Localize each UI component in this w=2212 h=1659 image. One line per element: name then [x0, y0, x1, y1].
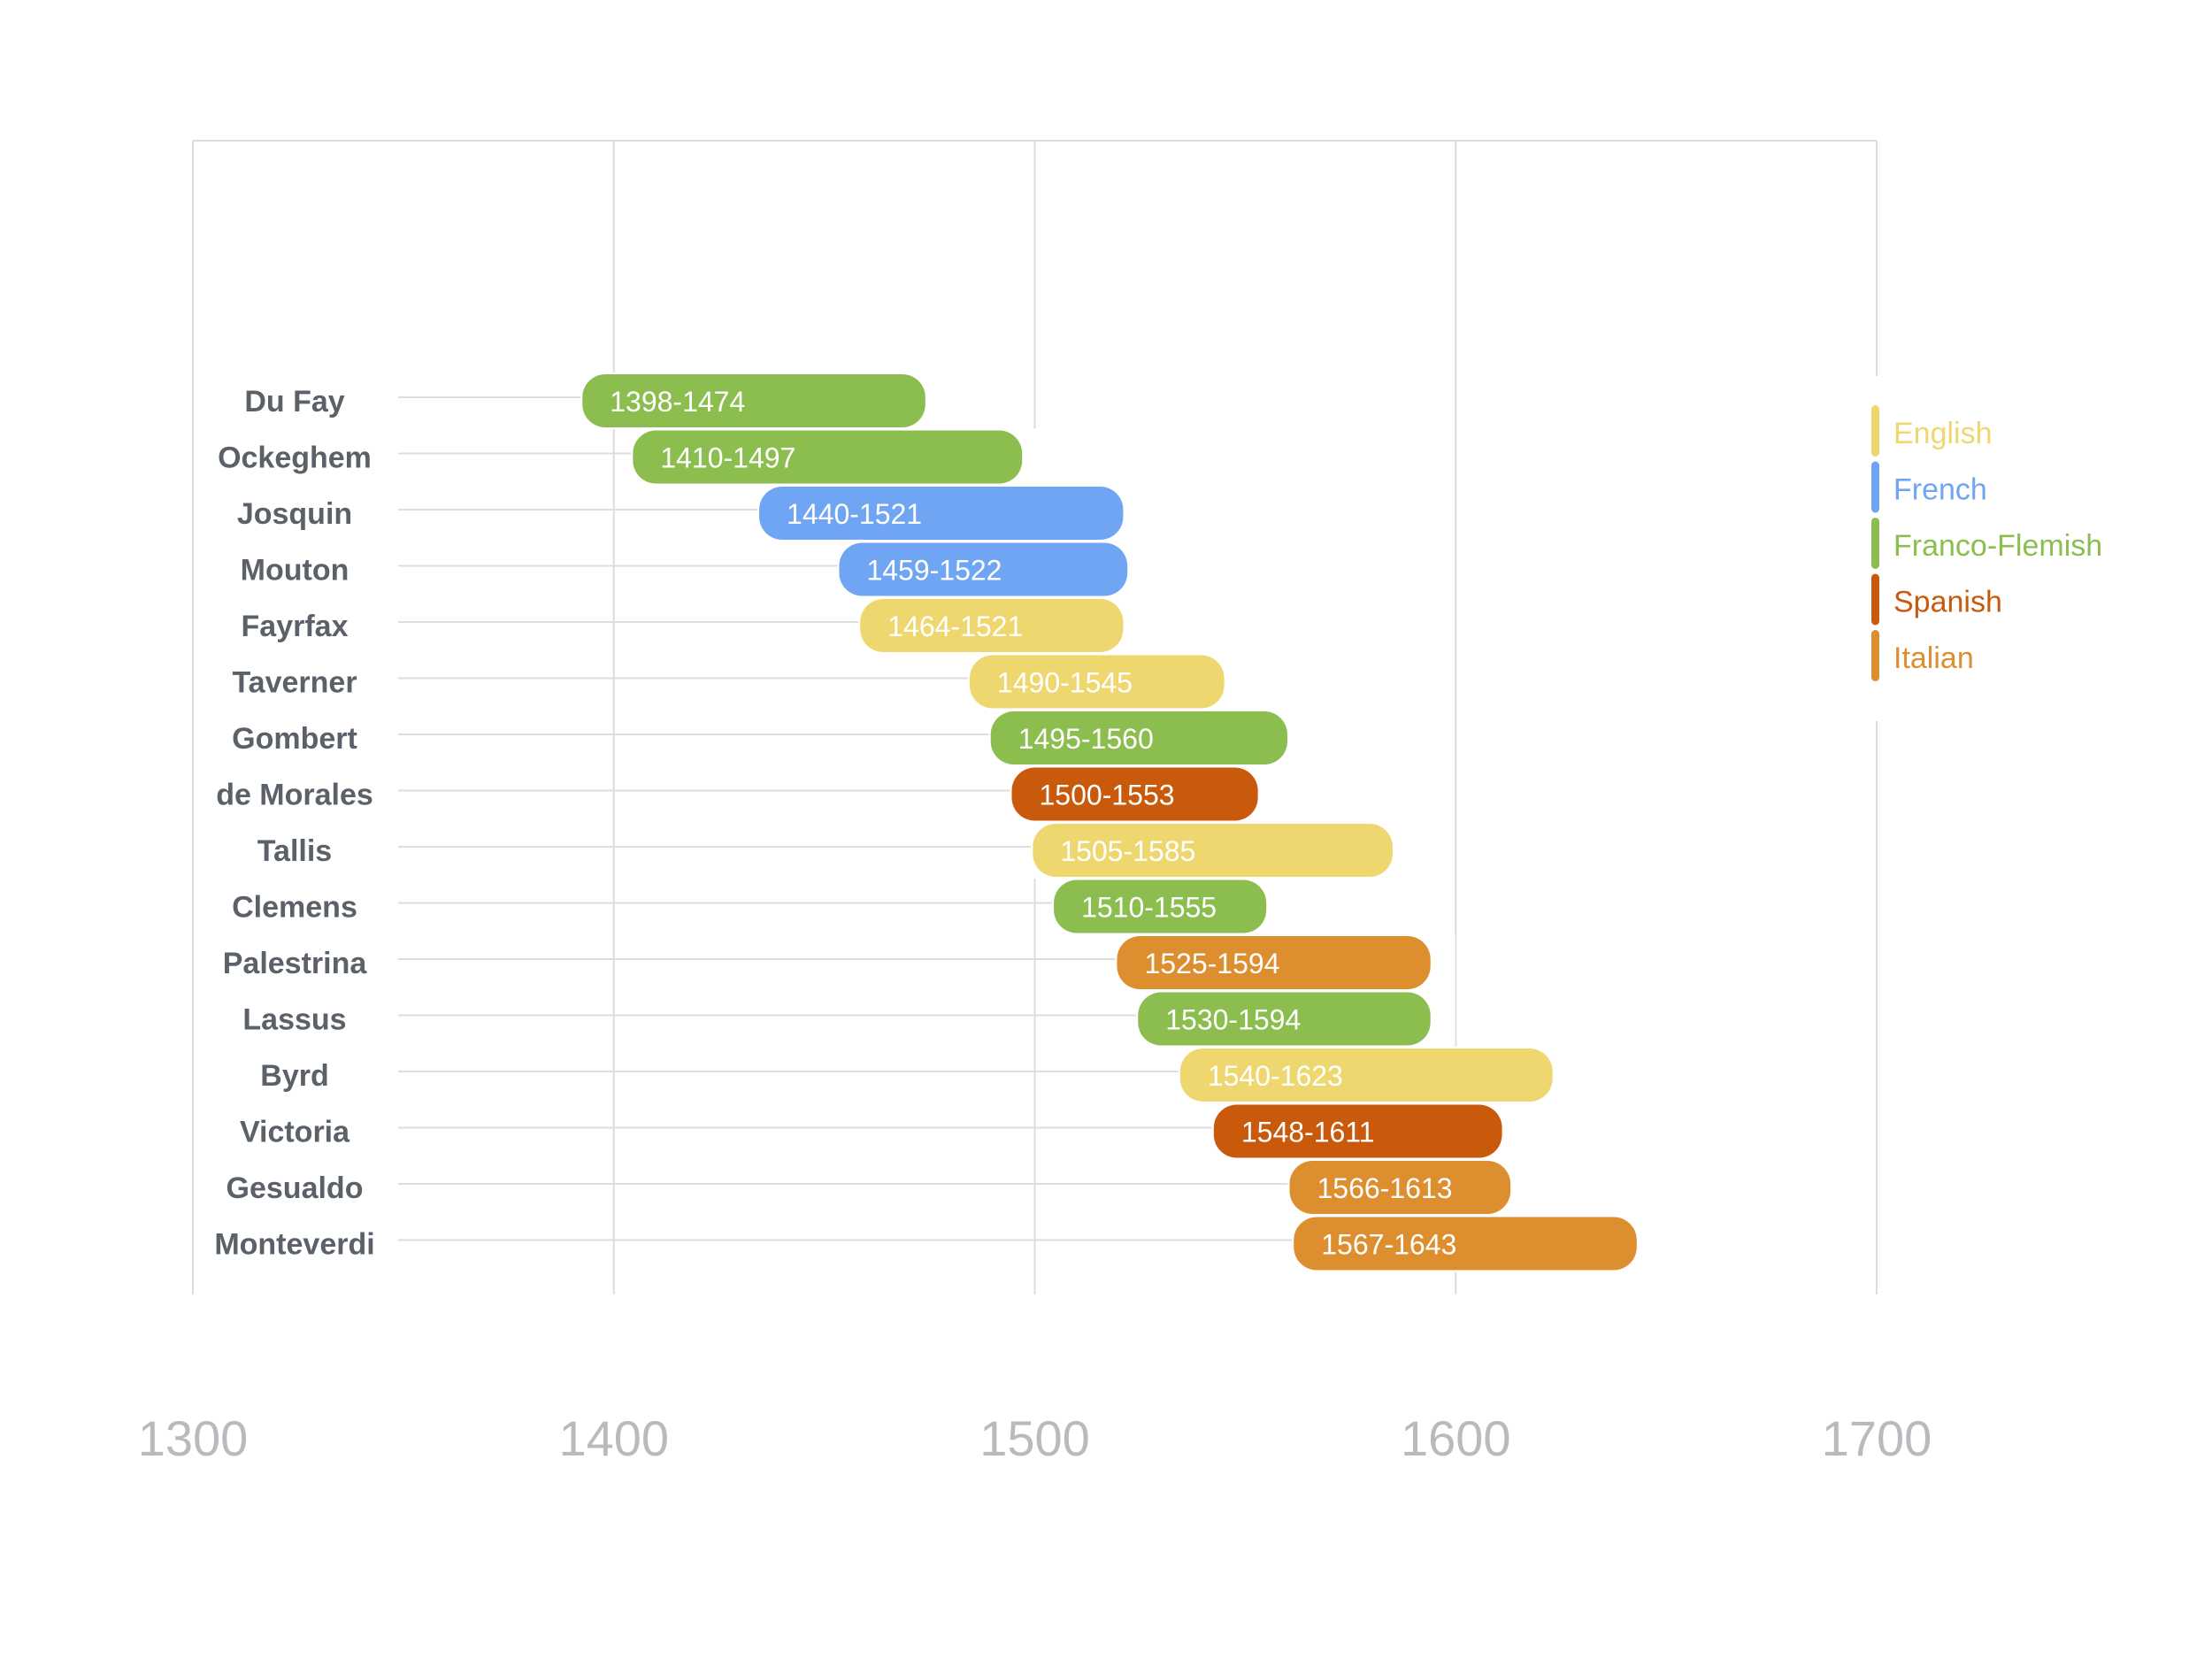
x-tick-label-1400: 1400 [558, 1410, 669, 1466]
composer-name-tallis: Tallis [257, 834, 332, 868]
composer-name-taverner: Taverner [232, 666, 357, 700]
lifespan-bar-label-palestrina: 1525-1594 [1144, 948, 1279, 979]
lifespan-bar-label-clemens: 1510-1555 [1081, 892, 1217, 924]
lifespan-bar-label-victoria: 1548-1611 [1241, 1117, 1375, 1148]
composer-name-gombert: Gombert [232, 722, 357, 756]
lifespan-bar-byrd [1179, 1048, 1553, 1102]
legend-swatch-italian [1871, 630, 1879, 681]
lifespan-bar-tallis [1033, 824, 1393, 877]
lifespan-bar-label-du-fay: 1398-1474 [610, 386, 745, 418]
lifespan-bar-label-tallis: 1505-1585 [1060, 835, 1195, 867]
composer-name-josquin: Josquin [237, 497, 352, 531]
lifespan-bar-taverner [969, 655, 1225, 709]
lifespan-bar-label-josquin: 1440-1521 [787, 498, 922, 530]
legend-label-franco-flemish: Franco-Flemish [1893, 529, 2102, 563]
legend-background [1863, 376, 2128, 721]
lifespan-bar-gombert [990, 711, 1287, 764]
lifespan-bar-label-mouton: 1459-1522 [866, 555, 1002, 587]
lifespan-bar-josquin [759, 487, 1124, 540]
x-tick-label-1300: 1300 [138, 1410, 249, 1466]
composer-name-labels: Du Fay Ockeghem Josquin Mouton Fayrfax Tavern… [214, 385, 1293, 1262]
x-tick-label-1600: 1600 [1401, 1410, 1511, 1466]
lifespan-bar-label-de-morales: 1500-1553 [1040, 780, 1175, 811]
lifespan-bar-label-monteverdi: 1567-1643 [1321, 1229, 1456, 1261]
lifespan-bar-fayrfax [860, 599, 1124, 652]
lifespan-bar-monteverdi [1294, 1217, 1637, 1271]
composer-name-fayrfax: Fayrfax [242, 610, 349, 643]
lifespan-bar-gesualdo [1289, 1161, 1511, 1214]
lifespan-bar-label-lassus: 1530-1594 [1165, 1004, 1301, 1036]
lifespan-bar-de-morales [1011, 767, 1258, 821]
composer-name-mouton: Mouton [241, 554, 349, 588]
lifespan-bar-ockeghem [633, 430, 1023, 484]
legend-swatch-franco-flemish [1871, 518, 1879, 569]
lifespan-bar-lassus [1138, 992, 1431, 1046]
lifespan-bar-label-gombert: 1495-1560 [1018, 723, 1154, 755]
legend-swatch-english [1871, 405, 1879, 457]
lifespan-bar-clemens [1054, 879, 1267, 933]
legend-label-italian: Italian [1893, 641, 1974, 675]
composer-name-palestrina: Palestrina [223, 947, 368, 980]
x-tick-label-1500: 1500 [979, 1410, 1090, 1466]
x-axis-ticks: 1300 1400 1500 1600 1700 [138, 1410, 1932, 1466]
legend-label-french: French [1893, 473, 1987, 507]
lifespan-bar-label-taverner: 1490-1545 [997, 667, 1133, 699]
lifespan-bar-label-fayrfax: 1464-1521 [887, 611, 1023, 642]
legend-label-spanish: Spanish [1893, 586, 2002, 619]
lifespan-bar-label-ockeghem: 1410-1497 [660, 442, 795, 474]
legend-swatch-french [1871, 461, 1879, 513]
lifespan-bar-label-byrd: 1540-1623 [1208, 1060, 1343, 1092]
composer-name-victoria: Victoria [240, 1116, 350, 1149]
composer-name-byrd: Byrd [260, 1059, 328, 1093]
composer-name-clemens: Clemens [232, 891, 357, 925]
legend-label-english: English [1893, 417, 1993, 450]
legend: English French Franco-Flemish Spanish Italia… [1863, 376, 2128, 721]
composer-name-de-morales: de Morales [216, 779, 373, 812]
legend-swatch-spanish [1871, 573, 1879, 626]
lifespan-bar-du-fay [582, 374, 926, 427]
lifespan-bars: 1398-1474 1410-1497 1440-1521 1459-1522 1464… [580, 373, 1662, 1272]
x-tick-label-1700: 1700 [1822, 1410, 1932, 1466]
composer-name-du-fay: Du Fay [244, 385, 344, 419]
lifespan-bar-victoria [1213, 1104, 1502, 1158]
composer-name-gesualdo: Gesualdo [227, 1171, 364, 1205]
composer-name-lassus: Lassus [242, 1003, 346, 1037]
composer-name-ockeghem: Ockeghem [218, 442, 372, 475]
lifespan-bar-mouton [839, 542, 1128, 596]
lifespan-bar-palestrina [1117, 936, 1431, 989]
lifespan-bar-label-gesualdo: 1566-1613 [1317, 1172, 1452, 1204]
composer-name-monteverdi: Monteverdi [214, 1228, 374, 1262]
